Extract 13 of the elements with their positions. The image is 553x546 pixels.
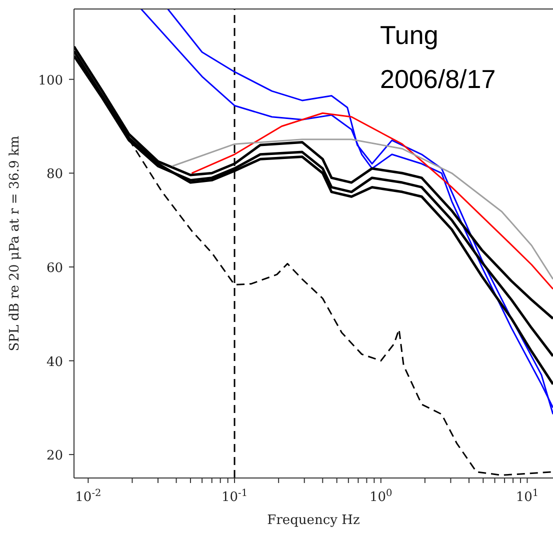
y-tick-label: 100 [38, 73, 63, 88]
y-tick-label: 40 [46, 354, 63, 370]
annotation: 2006/8/17 [380, 64, 496, 95]
x-tick-label: 10$^{-1}$ [222, 488, 248, 505]
x-tick-label: 10$^{-2}$ [75, 488, 102, 505]
y-tick-label: 60 [46, 260, 63, 276]
annotation: Tung [380, 20, 438, 51]
x-tick-label: 10$^{1}$ [516, 488, 539, 505]
y-tick-label: 80 [46, 167, 63, 182]
y-axis-title: SPL dB re 20 μPa at r = 36.9 km [8, 136, 23, 352]
x-axis-title: Frequency Hz [267, 513, 360, 528]
x-tick-label: 10$^{0}$ [370, 488, 392, 505]
y-tick-label: 20 [46, 448, 63, 464]
